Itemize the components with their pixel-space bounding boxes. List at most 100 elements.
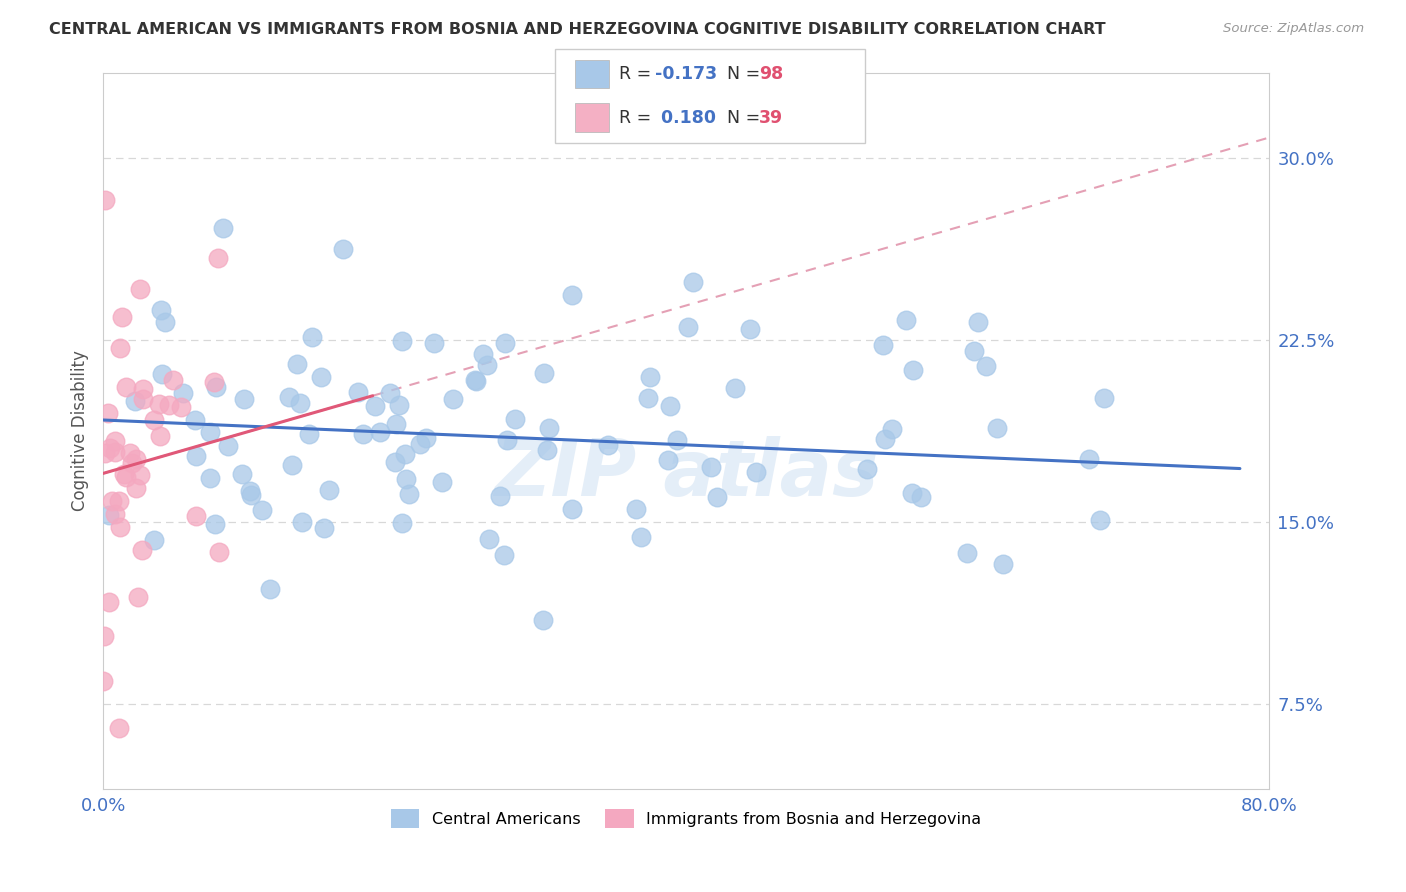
Text: R =: R = bbox=[619, 109, 657, 127]
Central Americans bbox=[281, 458, 304, 472]
Central Americans bbox=[432, 475, 454, 489]
Text: 98: 98 bbox=[759, 65, 783, 83]
Central Americans bbox=[259, 582, 281, 596]
Central Americans bbox=[239, 483, 262, 498]
Immigrants from Bosnia and Herzegovina bbox=[108, 494, 131, 508]
Immigrants from Bosnia and Herzegovina bbox=[169, 400, 191, 414]
Central Americans bbox=[1092, 392, 1115, 406]
Central Americans bbox=[494, 336, 516, 351]
Central Americans bbox=[398, 486, 420, 500]
Central Americans bbox=[388, 398, 411, 412]
Text: N =: N = bbox=[727, 65, 766, 83]
Immigrants from Bosnia and Herzegovina bbox=[124, 451, 146, 466]
Central Americans bbox=[364, 399, 387, 413]
Text: Source: ZipAtlas.com: Source: ZipAtlas.com bbox=[1223, 22, 1364, 36]
Immigrants from Bosnia and Herzegovina bbox=[162, 373, 184, 387]
Central Americans bbox=[738, 322, 761, 336]
Central Americans bbox=[963, 344, 986, 359]
Central Americans bbox=[150, 367, 173, 381]
Central Americans bbox=[212, 220, 235, 235]
Central Americans bbox=[910, 490, 932, 504]
Central Americans bbox=[391, 334, 413, 348]
Central Americans bbox=[974, 359, 997, 373]
Central Americans bbox=[489, 489, 512, 503]
Central Americans bbox=[723, 381, 745, 395]
Central Americans bbox=[252, 503, 274, 517]
Immigrants from Bosnia and Herzegovina bbox=[132, 392, 155, 406]
Central Americans bbox=[408, 437, 430, 451]
Immigrants from Bosnia and Herzegovina bbox=[157, 398, 180, 412]
Immigrants from Bosnia and Herzegovina bbox=[104, 445, 127, 459]
Central Americans bbox=[676, 320, 699, 334]
Immigrants from Bosnia and Herzegovina bbox=[108, 520, 131, 534]
Central Americans bbox=[872, 338, 894, 352]
Central Americans bbox=[561, 501, 583, 516]
Central Americans bbox=[986, 421, 1008, 435]
Central Americans bbox=[505, 411, 527, 425]
Central Americans bbox=[423, 336, 446, 351]
Central Americans bbox=[561, 288, 583, 302]
Central Americans bbox=[150, 302, 173, 317]
Central Americans bbox=[184, 413, 207, 427]
Central Americans bbox=[492, 548, 515, 562]
Central Americans bbox=[97, 508, 120, 523]
Central Americans bbox=[298, 427, 321, 442]
Immigrants from Bosnia and Herzegovina bbox=[208, 545, 231, 559]
Central Americans bbox=[290, 395, 312, 409]
Immigrants from Bosnia and Herzegovina bbox=[93, 446, 115, 460]
Text: N =: N = bbox=[727, 109, 766, 127]
Text: ZIP atlas: ZIP atlas bbox=[494, 436, 879, 512]
Central Americans bbox=[124, 394, 146, 409]
Central Americans bbox=[204, 517, 226, 532]
Text: -0.173: -0.173 bbox=[655, 65, 717, 83]
Central Americans bbox=[172, 386, 194, 401]
Immigrants from Bosnia and Herzegovina bbox=[111, 310, 134, 324]
Central Americans bbox=[415, 432, 437, 446]
Immigrants from Bosnia and Herzegovina bbox=[104, 434, 127, 448]
Central Americans bbox=[291, 516, 314, 530]
Central Americans bbox=[873, 433, 896, 447]
Central Americans bbox=[533, 366, 555, 380]
Immigrants from Bosnia and Herzegovina bbox=[107, 721, 129, 735]
Immigrants from Bosnia and Herzegovina bbox=[100, 441, 122, 455]
Central Americans bbox=[637, 391, 659, 405]
Central Americans bbox=[700, 460, 723, 475]
Central Americans bbox=[536, 443, 558, 458]
Text: 39: 39 bbox=[759, 109, 783, 127]
Immigrants from Bosnia and Herzegovina bbox=[115, 470, 138, 484]
Central Americans bbox=[217, 439, 239, 453]
Text: CENTRAL AMERICAN VS IMMIGRANTS FROM BOSNIA AND HERZEGOVINA COGNITIVE DISABILITY : CENTRAL AMERICAN VS IMMIGRANTS FROM BOSN… bbox=[49, 22, 1107, 37]
Immigrants from Bosnia and Herzegovina bbox=[129, 282, 152, 296]
Immigrants from Bosnia and Herzegovina bbox=[104, 508, 127, 522]
Central Americans bbox=[706, 490, 728, 504]
Central Americans bbox=[198, 470, 221, 484]
Central Americans bbox=[464, 374, 486, 388]
Text: 0.180: 0.180 bbox=[655, 109, 716, 127]
Central Americans bbox=[538, 421, 561, 435]
Immigrants from Bosnia and Herzegovina bbox=[143, 412, 166, 426]
Central Americans bbox=[142, 533, 165, 547]
Central Americans bbox=[380, 385, 402, 400]
Immigrants from Bosnia and Herzegovina bbox=[202, 375, 225, 389]
Central Americans bbox=[531, 613, 554, 627]
Central Americans bbox=[666, 434, 689, 448]
Central Americans bbox=[496, 433, 519, 447]
Central Americans bbox=[991, 557, 1014, 571]
Immigrants from Bosnia and Herzegovina bbox=[115, 379, 138, 393]
Immigrants from Bosnia and Herzegovina bbox=[207, 251, 229, 265]
Immigrants from Bosnia and Herzegovina bbox=[148, 397, 170, 411]
Central Americans bbox=[394, 447, 416, 461]
Central Americans bbox=[441, 392, 464, 406]
Central Americans bbox=[966, 315, 988, 329]
Central Americans bbox=[478, 532, 501, 546]
Central Americans bbox=[232, 392, 254, 406]
Central Americans bbox=[624, 502, 647, 516]
Central Americans bbox=[1088, 513, 1111, 527]
Central Americans bbox=[204, 380, 226, 394]
Immigrants from Bosnia and Herzegovina bbox=[112, 467, 135, 482]
Central Americans bbox=[231, 467, 253, 481]
Central Americans bbox=[318, 483, 340, 497]
Central Americans bbox=[395, 471, 418, 485]
Immigrants from Bosnia and Herzegovina bbox=[120, 446, 142, 460]
Immigrants from Bosnia and Herzegovina bbox=[129, 468, 152, 483]
